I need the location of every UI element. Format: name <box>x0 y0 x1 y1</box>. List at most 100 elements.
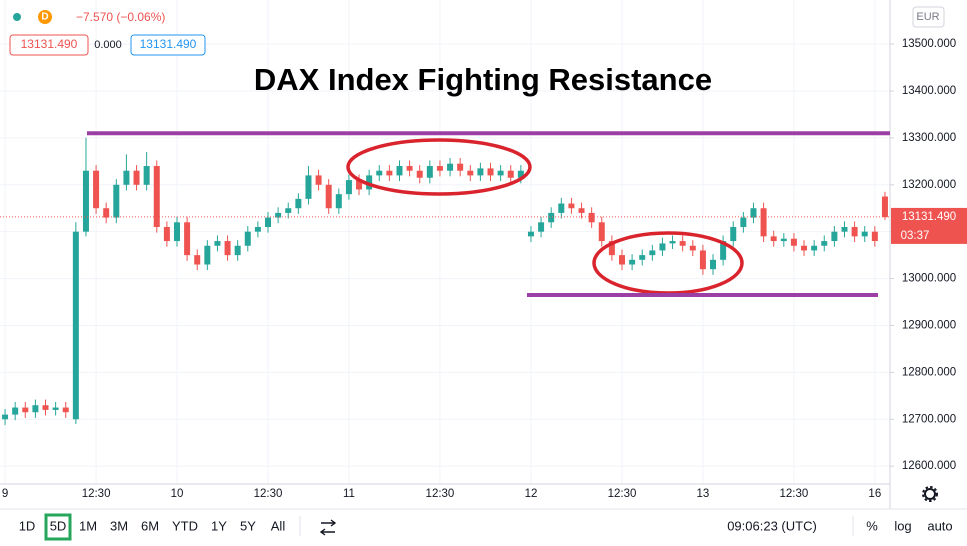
spread: 0.000 <box>94 39 122 51</box>
candle-body <box>669 241 676 244</box>
candle-body <box>548 212 555 223</box>
range-button[interactable]: 6M <box>141 518 159 533</box>
candle-body <box>558 203 565 213</box>
plot <box>2 137 888 425</box>
candle-body <box>265 217 272 227</box>
candle-body <box>295 198 302 209</box>
candle-body <box>851 226 858 237</box>
candle-body <box>831 231 838 242</box>
candle-body <box>568 203 575 209</box>
candle-body <box>32 405 39 413</box>
scale-option[interactable]: auto <box>927 518 952 533</box>
candle-body <box>871 231 878 242</box>
candle-body <box>194 255 201 265</box>
range-button[interactable]: 1D <box>19 518 36 533</box>
candle-body <box>386 170 393 176</box>
range-button[interactable]: 3M <box>110 518 128 533</box>
range-button[interactable]: All <box>271 518 286 533</box>
candle-body <box>750 208 757 218</box>
candle-body <box>214 241 221 246</box>
x-tick-label: 13 <box>696 488 709 500</box>
candle-body <box>720 241 727 260</box>
candle-body <box>224 241 231 256</box>
candle-body <box>204 245 211 265</box>
settings-icon[interactable] <box>922 486 938 502</box>
candle-body <box>426 166 433 178</box>
ask: 13131.490 <box>140 37 197 51</box>
x-tick-label: 16 <box>868 488 881 500</box>
candle-body <box>699 250 706 270</box>
last-price-box <box>891 207 967 244</box>
candle-body <box>447 163 454 171</box>
candle-body <box>2 414 9 420</box>
candle-body <box>396 166 403 176</box>
currency: EUR <box>916 11 939 23</box>
y-tick-label: 12600.000 <box>902 460 956 472</box>
candle-body <box>598 222 605 242</box>
x-tick-label: 9 <box>2 488 8 500</box>
candle-body <box>710 259 717 270</box>
ask-box[interactable] <box>130 34 206 56</box>
candle-body <box>487 168 494 176</box>
scale-option[interactable]: log <box>894 518 911 533</box>
range-button[interactable]: 1M <box>79 518 97 533</box>
candle-body <box>244 231 251 246</box>
candle-body <box>93 170 100 209</box>
candle-body <box>103 208 110 218</box>
y-tick-label: 13200.000 <box>902 179 956 191</box>
candle-body <box>477 168 484 176</box>
gear <box>924 488 936 500</box>
candle-body <box>254 226 261 232</box>
candle-body <box>578 208 585 213</box>
candle-body <box>325 184 332 209</box>
countdown: 03:37 <box>901 230 930 242</box>
candle-body <box>305 175 312 199</box>
candle-body <box>497 170 504 176</box>
range-button[interactable]: YTD <box>172 518 198 533</box>
clock: 09:06:23 (UTC) <box>727 518 817 533</box>
x-tick-label: 12:30 <box>254 488 283 500</box>
y-tick-label: 13500.000 <box>902 38 956 50</box>
compare-icon[interactable] <box>319 519 337 536</box>
candle-body <box>629 259 636 265</box>
candle-body <box>72 231 79 420</box>
y-tick-label: 13400.000 <box>902 85 956 97</box>
y-tick-label: 12900.000 <box>902 320 956 332</box>
candle-body <box>538 222 545 232</box>
highlight-ellipse <box>346 138 532 196</box>
range-button[interactable]: 5Y <box>240 518 256 533</box>
candle-body <box>315 175 322 185</box>
x-tick-label: 12:30 <box>426 488 455 500</box>
candle-body <box>366 175 373 190</box>
x-tick-label: 12 <box>525 488 538 500</box>
candle-body <box>821 241 828 246</box>
last-price-label: 13131.490 <box>902 211 956 223</box>
chart-title: DAX Index Fighting Resistance <box>254 62 712 97</box>
candle-body <box>62 407 69 413</box>
candle-body <box>841 226 848 232</box>
range-button[interactable]: 1Y <box>211 518 227 533</box>
candle-body <box>356 180 363 190</box>
x-tick-label: 11 <box>343 488 355 500</box>
currency-box[interactable] <box>912 6 945 28</box>
candle-body <box>335 194 342 209</box>
x-tick-label: 10 <box>171 488 184 500</box>
candle-body <box>881 196 888 218</box>
candle-body <box>436 166 443 171</box>
candle-body <box>801 245 808 251</box>
candle-body <box>12 407 19 415</box>
candle-body <box>618 255 625 265</box>
candle-body <box>143 166 150 185</box>
candle-body <box>184 222 191 256</box>
active-range-box <box>44 513 72 541</box>
status-dot <box>13 13 21 21</box>
candle-body <box>82 170 89 232</box>
candle-body <box>22 407 29 413</box>
bid-box[interactable] <box>9 34 89 56</box>
grid <box>0 0 890 484</box>
scale-option[interactable]: % <box>866 518 878 533</box>
range-button[interactable]: 5D <box>50 518 67 533</box>
